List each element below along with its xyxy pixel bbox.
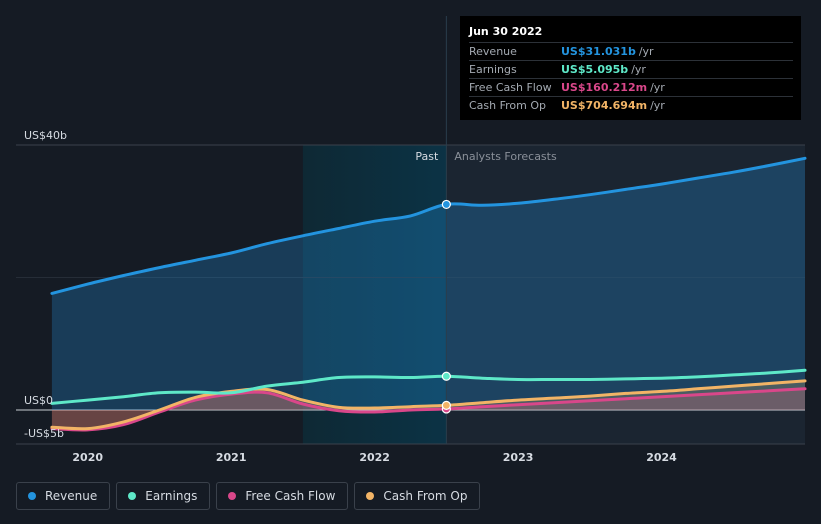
y-tick-label: US$0 xyxy=(24,394,53,407)
x-tick-label: 2021 xyxy=(216,451,247,464)
tooltip-unit: /yr xyxy=(650,81,665,94)
tooltip-row-cash-from-op: Cash From Op US$704.694m /yr xyxy=(469,96,793,114)
tooltip-row-free-cash-flow: Free Cash Flow US$160.212m /yr xyxy=(469,78,793,96)
cash-from-op-marker xyxy=(441,400,451,410)
x-tick-label: 2023 xyxy=(503,451,534,464)
legend-item-cash-from-op[interactable]: Cash From Op xyxy=(354,482,481,510)
past-label: Past xyxy=(415,150,439,163)
tooltip-unit: /yr xyxy=(631,63,646,76)
cash-from-op-line xyxy=(50,379,807,431)
legend-item-earnings[interactable]: Earnings xyxy=(116,482,211,510)
tooltip-label: Free Cash Flow xyxy=(469,81,552,94)
legend-item-free-cash-flow[interactable]: Free Cash Flow xyxy=(216,482,349,510)
revenue-area xyxy=(51,158,805,410)
data-tooltip: Jun 30 2022 Revenue US$31.031b /yr Earni… xyxy=(460,16,801,120)
tooltip-unit: /yr xyxy=(638,45,654,58)
tooltip-row-revenue: Revenue US$31.031b /yr xyxy=(469,42,793,60)
y-tick-label: -US$5b xyxy=(24,427,64,440)
x-tick-label: 2024 xyxy=(646,451,677,464)
legend-label: Earnings xyxy=(145,489,198,503)
y-tick-label: US$40b xyxy=(24,129,67,142)
x-tick-label: 2022 xyxy=(359,451,390,464)
tooltip-value: US$31.031b xyxy=(561,45,636,58)
earnings-line xyxy=(50,368,807,405)
tooltip-date: Jun 30 2022 xyxy=(469,25,543,38)
tooltip-label: Earnings xyxy=(469,63,517,76)
tooltip-label: Cash From Op xyxy=(469,99,547,112)
tooltip-value: US$704.694m xyxy=(561,99,648,112)
tooltip-value: US$5.095b xyxy=(561,63,629,76)
legend-dot-icon xyxy=(128,492,137,500)
tooltip-row-earnings: Earnings US$5.095b /yr xyxy=(469,60,793,78)
free-cash-flow-line xyxy=(50,387,807,432)
tooltip-label: Revenue xyxy=(469,45,517,58)
earnings-marker xyxy=(441,371,451,381)
free-cash-flow-area xyxy=(51,388,805,431)
tooltip-value: US$160.212m xyxy=(561,81,648,94)
revenue-line xyxy=(50,156,807,295)
x-tick-label: 2020 xyxy=(72,451,103,464)
chart-legend: Revenue Earnings Free Cash Flow Cash Fro… xyxy=(16,482,486,512)
legend-label: Cash From Op xyxy=(383,489,468,503)
past-highlight-band xyxy=(302,145,447,444)
legend-dot-icon xyxy=(366,492,375,500)
legend-label: Revenue xyxy=(45,489,98,503)
tooltip-unit: /yr xyxy=(650,99,665,112)
legend-dot-icon xyxy=(28,492,36,500)
legend-label: Free Cash Flow xyxy=(245,489,336,503)
legend-dot-icon xyxy=(228,492,237,500)
revenue-marker xyxy=(441,199,451,210)
forecast-label: Analysts Forecasts xyxy=(454,150,557,163)
legend-item-revenue[interactable]: Revenue xyxy=(16,482,111,510)
